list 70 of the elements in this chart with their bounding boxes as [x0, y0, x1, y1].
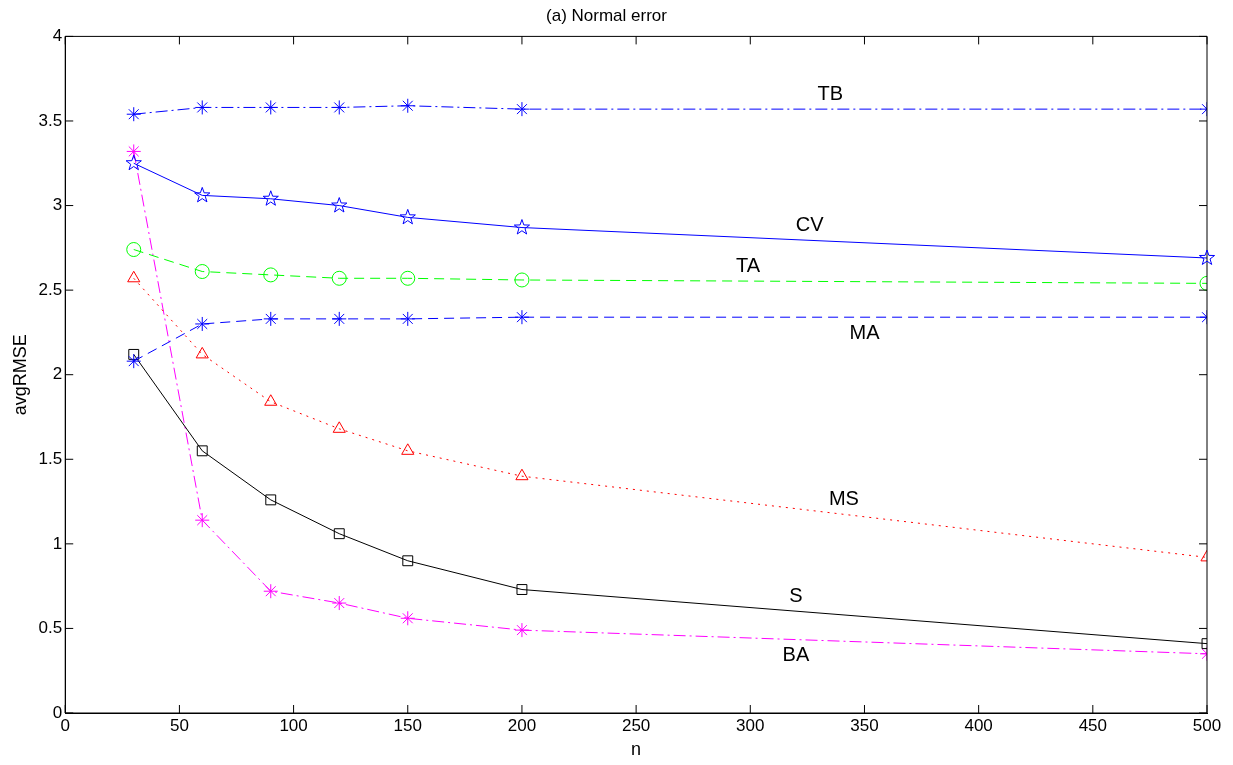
x-tick-label: 400	[964, 715, 993, 735]
point	[400, 270, 416, 286]
point	[401, 443, 415, 455]
x-tick-label: 200	[507, 715, 537, 735]
x-tick-label: 300	[736, 715, 765, 735]
point	[332, 421, 346, 433]
point	[262, 190, 279, 206]
point	[331, 595, 347, 611]
point	[126, 106, 142, 122]
point	[126, 143, 142, 159]
point	[263, 583, 279, 599]
point	[515, 468, 529, 481]
point	[333, 528, 345, 540]
point	[194, 99, 210, 115]
series-label: MA	[849, 320, 881, 343]
point	[513, 219, 531, 235]
series-label: TB	[817, 81, 843, 104]
point	[331, 311, 347, 327]
point	[514, 309, 530, 325]
point	[265, 494, 277, 506]
series-label: BA	[782, 643, 810, 666]
x-axis-title: n	[631, 739, 642, 760]
point	[400, 98, 416, 114]
point	[514, 622, 530, 638]
x-tick-label: 50	[169, 715, 189, 735]
x-tick-label: 250	[621, 715, 651, 735]
chart-title: (a) Normal error	[546, 5, 668, 25]
point	[264, 394, 278, 406]
point	[516, 584, 528, 595]
y-tick-label: 3.5	[38, 110, 63, 130]
point	[127, 270, 141, 283]
point	[402, 555, 414, 567]
point	[263, 267, 279, 283]
point	[194, 186, 211, 203]
point	[514, 272, 530, 288]
point	[263, 311, 279, 327]
x-tick-label: 100	[279, 715, 308, 735]
point	[128, 348, 140, 360]
y-tick-label: 3	[52, 195, 63, 215]
y-tick-label: 0.5	[38, 618, 63, 638]
series-label: TA	[735, 253, 761, 276]
point	[194, 512, 210, 528]
point	[331, 99, 347, 115]
y-tick-label: 4	[52, 26, 63, 46]
y-tick-label: 1	[52, 533, 63, 553]
point	[331, 197, 348, 213]
y-tick-label: 2	[52, 364, 63, 384]
series-label: S	[789, 583, 803, 606]
point	[399, 208, 416, 225]
point	[126, 242, 142, 258]
y-axis-title: avgRMSE	[9, 334, 30, 416]
point	[195, 346, 209, 359]
point	[125, 154, 142, 171]
y-tick-label: 1.5	[38, 448, 63, 468]
series-label: CV	[795, 212, 825, 235]
x-tick-label: 350	[850, 715, 879, 735]
point	[400, 311, 416, 327]
y-tick-label: 2.5	[38, 279, 63, 299]
point	[263, 99, 279, 115]
point	[194, 264, 210, 280]
x-tick-label: 500	[1192, 715, 1222, 735]
x-tick-label: 150	[393, 715, 422, 735]
point	[514, 101, 530, 117]
series-label: MS	[828, 486, 859, 509]
point	[196, 445, 208, 457]
point	[331, 270, 347, 286]
point	[126, 353, 142, 369]
x-tick-label: 450	[1078, 715, 1108, 735]
point	[194, 316, 210, 332]
point	[400, 610, 416, 626]
